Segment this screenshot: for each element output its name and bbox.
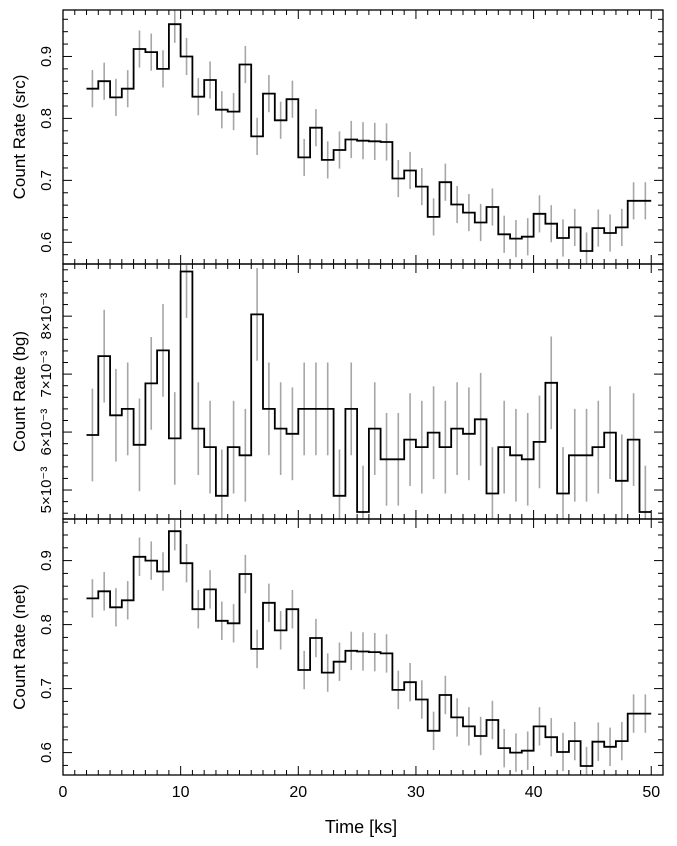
series-line-net	[86, 530, 652, 767]
panel-frame	[62, 518, 664, 776]
y-tick-label: 0.7	[38, 678, 55, 699]
y-tick-label: 0.6	[38, 232, 55, 253]
y-tick-label: 0.9	[38, 550, 55, 571]
error-bars-net	[91, 519, 647, 775]
panel-bg: 5×10⁻³ 6×10⁻³ 7×10⁻³ 8×10⁻³ Count Rate (bg)	[10, 263, 664, 520]
y-tick-label: 8×10⁻³	[38, 293, 55, 340]
y-axis-src: 0.6 0.7 0.8 0.9	[38, 18, 663, 256]
y-tick-label: 7×10⁻³	[38, 351, 55, 398]
x-axis-label: Time [ks]	[325, 817, 397, 837]
y-axis-label: Count Rate (net)	[10, 584, 29, 710]
series-line-src	[86, 23, 652, 252]
error-bars-src	[91, 10, 647, 264]
y-tick-label: 0.8	[38, 108, 55, 129]
x-axis: 0 10 20 30 40 50	[59, 784, 661, 801]
y-tick-label: 5×10⁻³	[38, 467, 55, 514]
y-tick-label: 0.9	[38, 46, 55, 67]
y-tick-label: 0.8	[38, 614, 55, 635]
y-tick-label: 0.7	[38, 170, 55, 191]
panels: 0.6 0.7 0.8 0.9 Count Rate (src) 5×10⁻³ 6×10⁻³…	[10, 9, 664, 776]
y-axis-net: 0.6 0.7 0.8 0.9	[38, 521, 663, 766]
y-axis-label: Count Rate (bg)	[10, 331, 29, 452]
x-tick-label: 10	[172, 784, 190, 801]
y-tick-label: 6×10⁻³	[38, 409, 55, 456]
x-tick-label: 50	[642, 784, 660, 801]
x-tick-label: 40	[525, 784, 543, 801]
x-tick-label: 0	[59, 784, 68, 801]
y-axis-label: Count Rate (src)	[10, 75, 29, 200]
y-tick-label: 0.6	[38, 742, 55, 763]
x-tick-label: 30	[407, 784, 425, 801]
panel-src: 0.6 0.7 0.8 0.9 Count Rate (src)	[10, 9, 664, 265]
y-axis-bg: 5×10⁻³ 6×10⁻³ 7×10⁻³ 8×10⁻³	[38, 269, 663, 514]
series-line-bg	[86, 270, 652, 513]
panel-net: 0.6 0.7 0.8 0.9 Count Rate (net)	[10, 518, 664, 776]
x-tick-label: 20	[289, 784, 307, 801]
